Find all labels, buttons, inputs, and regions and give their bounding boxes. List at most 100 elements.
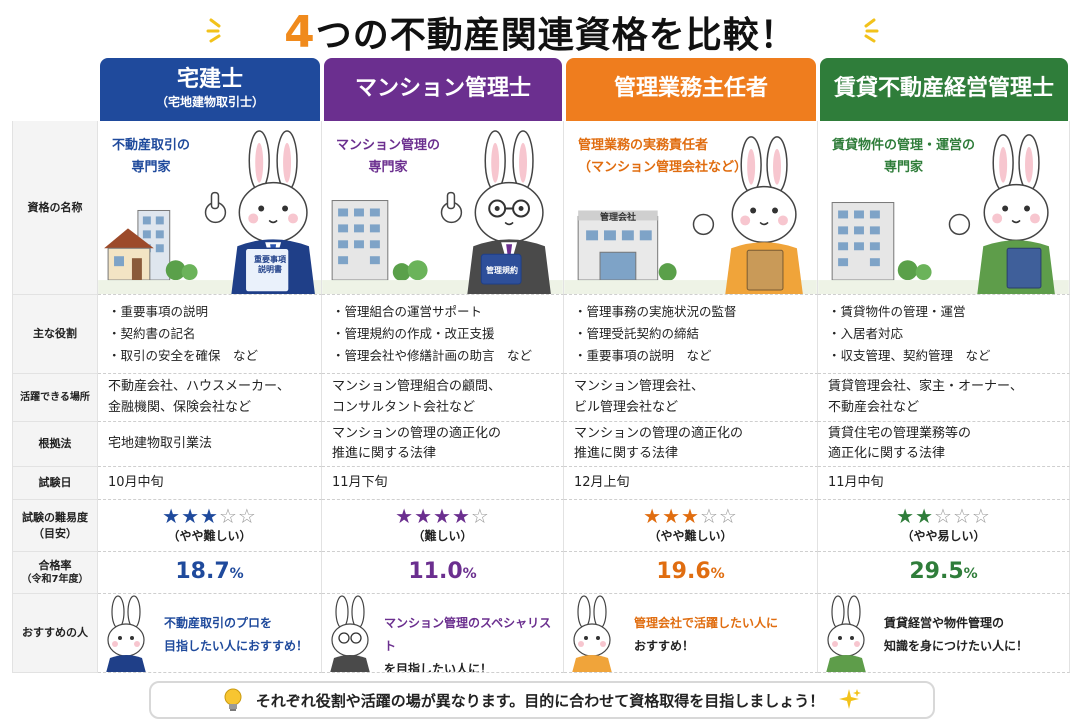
rec-line2: を目指したい人に！ bbox=[384, 661, 493, 673]
page-title: 4つの不動産関連資格を比較！ bbox=[284, 6, 797, 58]
places-cell-mansion-kanrishi: マンション管理組合の顧問、 コンサルタント会社など bbox=[322, 374, 564, 422]
difficulty-label: （やや難しい） bbox=[167, 529, 252, 544]
stars-empty: ☆☆☆ bbox=[934, 504, 991, 529]
column-subtitle: （宅地建物取引士） bbox=[155, 95, 264, 110]
text-line: 推進に関する法律 bbox=[332, 446, 437, 461]
pass-rate-unit: % bbox=[963, 566, 978, 583]
difficulty-cell-chintai: ★★☆☆☆ （やや易しい） bbox=[818, 500, 1070, 552]
row-header-exam: 試験日 bbox=[12, 467, 98, 500]
duties-cell-chintai: ・賃貸物件の管理・運営 ・入居者対応 ・収支管理、契約管理 など bbox=[818, 295, 1070, 374]
text-line: マンションの管理の適正化の bbox=[574, 425, 744, 441]
pass-rate-value: 19.6 bbox=[656, 559, 711, 585]
column-header-kanri-gyomu: 管理業務主任者 bbox=[566, 58, 816, 121]
text-line: 宅地建物取引業法 bbox=[108, 435, 213, 451]
stars-empty: ☆☆ bbox=[218, 504, 257, 529]
lightbulb-icon bbox=[224, 688, 242, 711]
pass-rate-value: 11.0 bbox=[408, 559, 463, 585]
row-header-line2: （目安） bbox=[33, 526, 77, 540]
document-label: 重要事項 説明書 bbox=[250, 255, 290, 276]
text-line: 不動産会社など bbox=[828, 399, 920, 415]
row-header-duties: 主な役割 bbox=[12, 295, 98, 374]
rabbit-mascot-icon bbox=[106, 595, 146, 672]
rec-line2: 知識を身につけたい人に！ bbox=[884, 638, 1029, 653]
name-cell-chintai: 賃貸物件の管理・運営の 専門家 bbox=[818, 121, 1070, 295]
column-header-takken: 宅建士 （宅地建物取引士） bbox=[100, 58, 320, 121]
rec-cell-takken: 不動産取引のプロを 目指したい人におすすめ！ bbox=[98, 594, 322, 673]
exam-cell-mansion-kanrishi: 11月下旬 bbox=[322, 467, 564, 500]
column-title: マンション管理士 bbox=[354, 76, 531, 102]
rabbit-mascot-icon bbox=[826, 595, 866, 672]
building-sign: 管理会社 bbox=[599, 213, 636, 223]
list-item: ・管理事務の実施状況の監督 bbox=[574, 304, 737, 320]
stars-empty: ☆ bbox=[470, 504, 490, 529]
title-number: 4 bbox=[284, 7, 316, 58]
rec-cell-mansion-kanrishi: マンション管理のスペシャリスト を目指したい人に！ bbox=[322, 594, 564, 673]
star-rating: ★★☆☆☆ bbox=[896, 505, 991, 527]
qualification-role-title: 管理業務の実務責任者 （マンション管理会社など） bbox=[578, 135, 747, 179]
row-header-difficulty: 試験の難易度 （目安） bbox=[12, 500, 98, 552]
document-label-line1: 重要事項 bbox=[254, 255, 286, 264]
column-header-chintai: 賃貸不動産経営管理士 bbox=[820, 58, 1068, 121]
star-rating: ★★★☆☆ bbox=[162, 505, 257, 527]
pass-rate-unit: % bbox=[710, 566, 725, 583]
difficulty-label: （やや難しい） bbox=[648, 529, 733, 544]
name-cell-kanri-gyomu: 管理業務の実務責任者 （マンション管理会社など） 管理会社 bbox=[564, 121, 818, 295]
role-title-line1: マンション管理の bbox=[336, 138, 441, 153]
text-line: 賃貸管理会社、家主・オーナー、 bbox=[828, 379, 1023, 395]
places-cell-takken: 不動産会社、ハウスメーカー、 金融機関、保険会社など bbox=[98, 374, 322, 422]
qualification-role-title: 不動産取引の 専門家 bbox=[112, 135, 190, 179]
rec-highlight-2: 物件管理 bbox=[944, 616, 993, 630]
comparison-table: 宅建士 （宅地建物取引士） マンション管理士 管理業務主任者 賃貸不動産経営管理… bbox=[12, 58, 1070, 673]
role-title-line1: 不動産取引の bbox=[112, 138, 191, 153]
management-office-illustration bbox=[564, 136, 817, 294]
recommendation-text: 管理会社で活躍したい人に おすすめ！ bbox=[634, 612, 778, 658]
list-item: ・重要事項の説明 など bbox=[574, 347, 712, 363]
list-item: ・契約書の記名 bbox=[108, 326, 196, 342]
list-item: ・入居者対応 bbox=[828, 326, 904, 342]
text-line: 賃貸住宅の管理業務等の bbox=[828, 425, 972, 441]
duties-cell-mansion-kanrishi: ・管理組合の運営サポート ・管理規約の作成・改正支援 ・管理会社や修繕計画の助言… bbox=[322, 295, 564, 374]
difficulty-cell-kanri-gyomu: ★★★☆☆ （やや難しい） bbox=[564, 500, 818, 552]
role-title-line1: 管理業務の実務責任者 bbox=[578, 138, 709, 153]
difficulty-label: （やや易しい） bbox=[901, 529, 986, 544]
text-line: マンションの管理の適正化の bbox=[332, 425, 502, 441]
footer-text: それぞれ役割や活躍の場が異なります。目的に合わせて資格取得を目指しましょう！ bbox=[255, 691, 825, 710]
list-item: ・重要事項の説明 bbox=[108, 304, 209, 320]
pass-rate-value: 29.5 bbox=[909, 559, 964, 585]
duties-cell-takken: ・重要事項の説明 ・契約書の記名 ・取引の安全を確保 など bbox=[98, 295, 322, 374]
rate-cell-takken: 18.7% bbox=[98, 552, 322, 594]
difficulty-label: （難しい） bbox=[412, 529, 473, 544]
role-title-line1: 賃貸物件の管理・運営の bbox=[832, 138, 976, 153]
rec-cell-kanri-gyomu: 管理会社で活躍したい人に おすすめ！ bbox=[564, 594, 818, 673]
list-item: ・賃貸物件の管理・運営 bbox=[828, 304, 966, 320]
role-title-line2: 専門家 bbox=[368, 160, 408, 176]
column-title: 宅建士 bbox=[176, 67, 243, 92]
star-rating: ★★★★☆ bbox=[395, 505, 490, 527]
rec-cell-chintai: 賃貸経営や物件管理の 知識を身につけたい人に！ bbox=[818, 594, 1070, 673]
law-cell-takken: 宅地建物取引業法 bbox=[98, 422, 322, 467]
row-header-line2: （令和7年度） bbox=[21, 574, 89, 586]
exam-cell-chintai: 11月中旬 bbox=[818, 467, 1070, 500]
document-label-line2: 説明書 bbox=[258, 265, 282, 275]
list-item: ・管理組合の運営サポート bbox=[332, 304, 483, 320]
places-cell-chintai: 賃貸管理会社、家主・オーナー、 不動産会社など bbox=[818, 374, 1070, 422]
table-corner bbox=[12, 58, 98, 121]
row-header-rate: 合格率 （令和7年度） bbox=[12, 552, 98, 594]
exam-cell-kanri-gyomu: 12月上旬 bbox=[564, 467, 818, 500]
page-header: 4つの不動産関連資格を比較！ bbox=[0, 0, 1081, 58]
law-cell-mansion-kanrishi: マンションの管理の適正化の 推進に関する法律 bbox=[322, 422, 564, 467]
row-header-name: 資格の名称 bbox=[12, 121, 98, 295]
sparkle-icon bbox=[839, 689, 862, 709]
rec-highlight: 賃貸経営 bbox=[884, 616, 933, 630]
stars-filled: ★★★★ bbox=[395, 504, 471, 529]
law-cell-chintai: 賃貸住宅の管理業務等の 適正化に関する法律 bbox=[818, 422, 1070, 467]
stars-filled: ★★★ bbox=[643, 504, 700, 529]
apartment-scene-illustration bbox=[322, 130, 563, 294]
rabbit-mascot-icon bbox=[204, 130, 315, 294]
name-cell-takken: 不動産取引の 専門家 重要事項 説明書 bbox=[98, 121, 322, 295]
pass-rate-unit: % bbox=[229, 566, 244, 583]
text-line: コンサルタント会社など bbox=[332, 399, 476, 415]
role-title-line2: 専門家 bbox=[884, 160, 924, 176]
name-cell-mansion-kanrishi: マンション管理の 専門家 管理規約 bbox=[322, 121, 564, 295]
role-title-line2: （マンション管理会社など） bbox=[578, 160, 748, 176]
